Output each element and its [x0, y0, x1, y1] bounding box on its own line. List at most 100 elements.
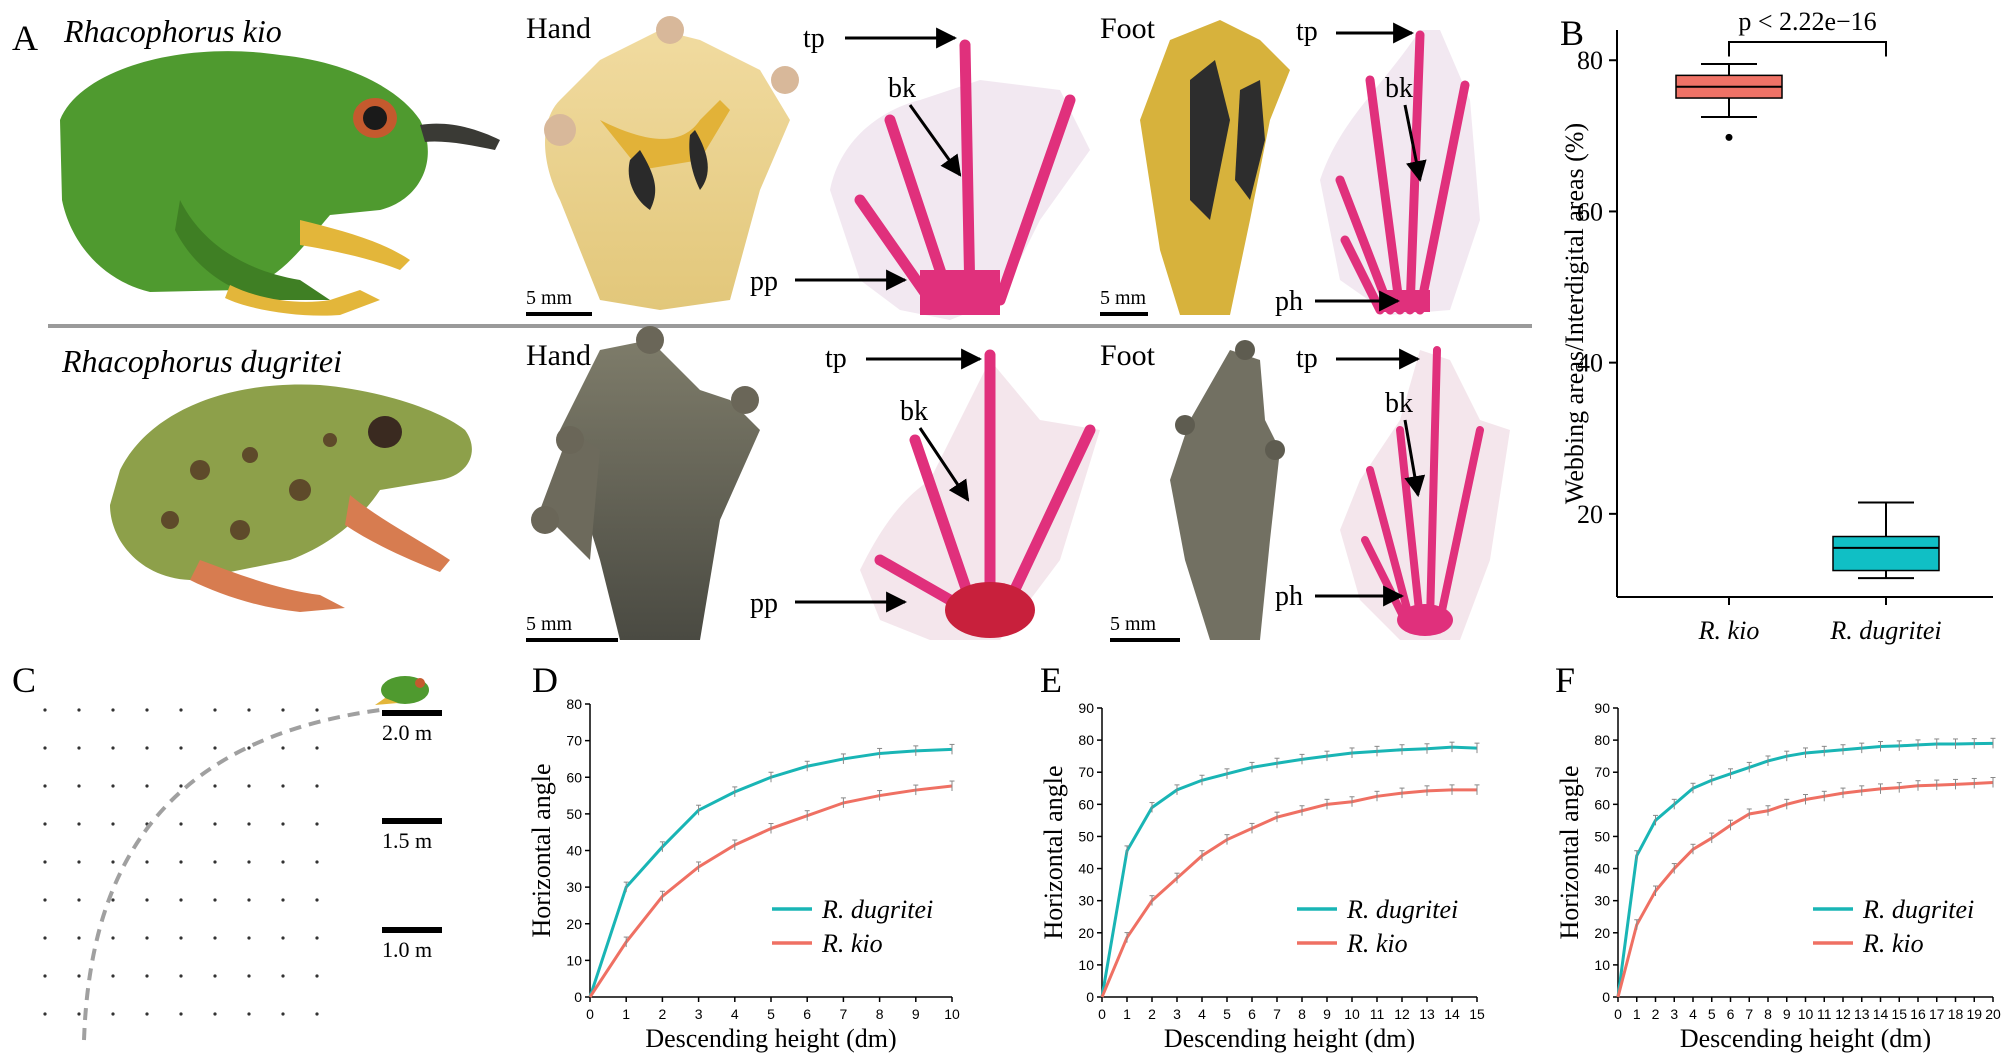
label-bk-foot-kio: bk — [1385, 73, 1413, 104]
cleared-hand-kio — [830, 39, 1090, 320]
x-tick-label: 9 — [912, 1006, 920, 1022]
grid-dot — [179, 784, 183, 788]
x-tick-label: 6 — [803, 1006, 811, 1022]
scale-label-hand-kio: 5 mm — [526, 287, 573, 309]
y-tick-label: 0 — [1602, 989, 1610, 1005]
series-line — [588, 784, 953, 998]
hand-photo-kio: Hand 5 mm — [526, 12, 799, 316]
species-name-dugritei: Rhacophorus dugritei — [61, 343, 342, 379]
height-label-1m: 1.0 m — [382, 937, 432, 962]
grid-dot — [179, 822, 183, 826]
grid-dot — [247, 974, 251, 978]
grid-dot — [213, 784, 217, 788]
panel-c: C 2.0 m 1.5 m 1.0 m — [12, 660, 442, 1041]
x-tick-label: 10 — [944, 1006, 960, 1022]
grid-dot — [213, 898, 217, 902]
x-tick-label: 7 — [1745, 1006, 1753, 1022]
grid-dot — [77, 898, 81, 902]
x-tick-label: 1 — [1123, 1006, 1131, 1022]
y-tick-label: 80 — [1577, 46, 1603, 75]
panel-e-letter: E — [1040, 660, 1062, 700]
grid-dot — [111, 708, 115, 712]
x-tick-label: 10 — [1798, 1006, 1814, 1022]
grid-dot — [179, 708, 183, 712]
legend-label: R. dugritei — [1346, 895, 1458, 924]
grid-dot — [315, 936, 319, 940]
x-tick-label: 1 — [622, 1006, 630, 1022]
scale-label-hand-dugritei: 5 mm — [526, 613, 573, 635]
hand-photo-dugritei: Hand 5 mm — [526, 326, 760, 642]
x-tick-label: 12 — [1835, 1006, 1851, 1022]
grid-dot — [179, 860, 183, 864]
significance-bracket — [1728, 41, 1887, 57]
grid-dot — [111, 784, 115, 788]
y-tick-label: 70 — [566, 733, 582, 749]
x-tick-label: 16 — [1910, 1006, 1926, 1022]
x-tick-label: R. dugritei — [1829, 616, 1941, 645]
grid-dot — [213, 708, 217, 712]
panel-a-letter: A — [12, 18, 38, 58]
x-tick-label: 15 — [1469, 1006, 1485, 1022]
grid-dot — [145, 936, 149, 940]
y-tick-label: 40 — [1577, 349, 1603, 378]
grid-dot — [43, 898, 47, 902]
grid-dot — [145, 898, 149, 902]
arrow-bk-foot-kio — [1403, 104, 1427, 183]
x-tick-label: 11 — [1370, 1006, 1385, 1022]
box-iqr — [1832, 535, 1940, 572]
grid-dot — [43, 784, 47, 788]
y-tick-label: 90 — [1594, 700, 1610, 716]
grid-dot — [247, 746, 251, 750]
cleared-hand-dugritei — [860, 349, 1100, 640]
grid-dot — [145, 708, 149, 712]
label-bk-foot-dugritei: bk — [1385, 388, 1413, 419]
x-tick-label: 18 — [1948, 1006, 1964, 1022]
grid-dot — [315, 822, 319, 826]
y-tick-label: 60 — [566, 769, 582, 785]
grid-dot — [77, 746, 81, 750]
panel-d-letter: D — [532, 660, 558, 700]
y-tick-label: 10 — [1078, 957, 1094, 973]
panel-b-letter: B — [1560, 13, 1584, 53]
y-tick-label: 10 — [1594, 957, 1610, 973]
x-tick-label: 7 — [1273, 1006, 1281, 1022]
y-axis-label: Horizontal angle — [1555, 766, 1584, 940]
y-tick-label: 30 — [1594, 893, 1610, 909]
y-tick-label: 70 — [1078, 764, 1094, 780]
y-tick-label: 60 — [1594, 796, 1610, 812]
grid-dot — [281, 860, 285, 864]
grid-dot — [281, 822, 285, 826]
x-tick-label: 3 — [1670, 1006, 1678, 1022]
y-tick-label: 0 — [574, 989, 582, 1005]
x-tick-label: 2 — [1652, 1006, 1660, 1022]
grid-dot — [281, 746, 285, 750]
x-tick-label: 0 — [1098, 1006, 1106, 1022]
grid-dot — [43, 1012, 47, 1016]
panel-c-letter: C — [12, 660, 36, 700]
x-tick-label: R. kio — [1698, 616, 1760, 645]
y-tick-label: 20 — [1577, 500, 1603, 529]
y-tick-label: 30 — [1078, 893, 1094, 909]
y-tick-label: 40 — [566, 843, 582, 859]
label-ph-foot-kio: ph — [1275, 286, 1303, 317]
foot-photo-kio: Foot 5 mm — [1100, 12, 1290, 316]
grid-dot — [179, 936, 183, 940]
y-tick-label: 80 — [1594, 732, 1610, 748]
x-tick-label: 7 — [840, 1006, 848, 1022]
small-frog-icon — [375, 676, 429, 705]
x-tick-label: 8 — [876, 1006, 884, 1022]
grid-dot — [111, 822, 115, 826]
grid-dot — [281, 784, 285, 788]
grid-dot — [213, 1012, 217, 1016]
y-axis-label: Webbing areas/Interdigital areas (%) — [1560, 123, 1589, 504]
x-tick-label: 12 — [1394, 1006, 1410, 1022]
arrow-bk-hand-dugritei — [918, 427, 970, 502]
height-label-1-5m: 1.5 m — [382, 828, 432, 853]
grid-dot — [77, 936, 81, 940]
y-axis-label: Horizontal angle — [527, 764, 556, 938]
x-tick-label: 2 — [1148, 1006, 1156, 1022]
x-tick-label: 5 — [1708, 1006, 1716, 1022]
y-tick-label: 20 — [566, 916, 582, 932]
y-axis-label: Horizontal angle — [1039, 766, 1068, 940]
